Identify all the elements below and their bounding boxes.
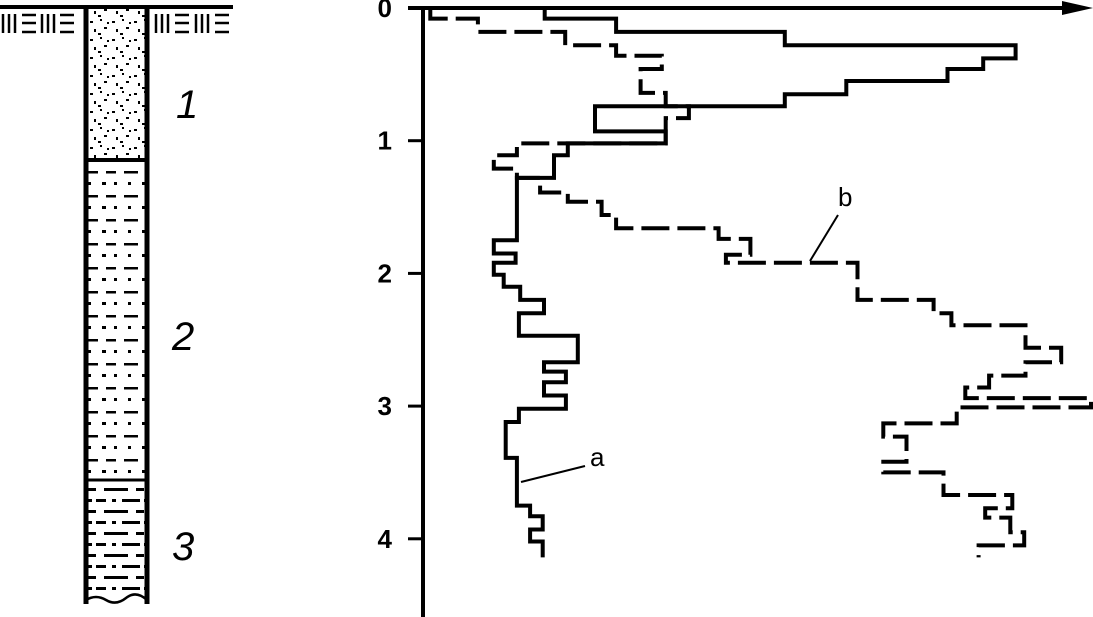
ground-hatch-left xyxy=(1,13,74,34)
series-b-line xyxy=(428,8,1093,558)
layer-label-2: 2 xyxy=(171,315,194,359)
annotation-leader-a xyxy=(520,465,586,483)
y-tick-label: 0 xyxy=(378,0,392,23)
x-axis-arrow-icon xyxy=(1062,1,1093,15)
borehole-column: 1 2 3 xyxy=(0,5,233,604)
layer-3-fill xyxy=(88,480,146,598)
annotation-b: b xyxy=(838,182,852,212)
annotation-a: a xyxy=(590,442,605,472)
ground-hatch-right xyxy=(154,13,229,34)
annotation-leader-b xyxy=(809,214,839,262)
layer-label-3: 3 xyxy=(172,525,194,569)
y-tick-label: 1 xyxy=(378,126,392,156)
layer-2-fill xyxy=(88,162,146,480)
borehole-bottom-break xyxy=(85,593,148,604)
series-a-line xyxy=(491,8,1018,558)
layer-1-fill xyxy=(88,9,146,162)
y-tick-label: 4 xyxy=(378,524,393,554)
y-tick-label: 2 xyxy=(378,258,392,288)
chart: 0 1 2 3 4 a b xyxy=(378,0,1093,617)
layer-label-1: 1 xyxy=(176,83,198,127)
y-tick-label: 3 xyxy=(378,391,392,421)
